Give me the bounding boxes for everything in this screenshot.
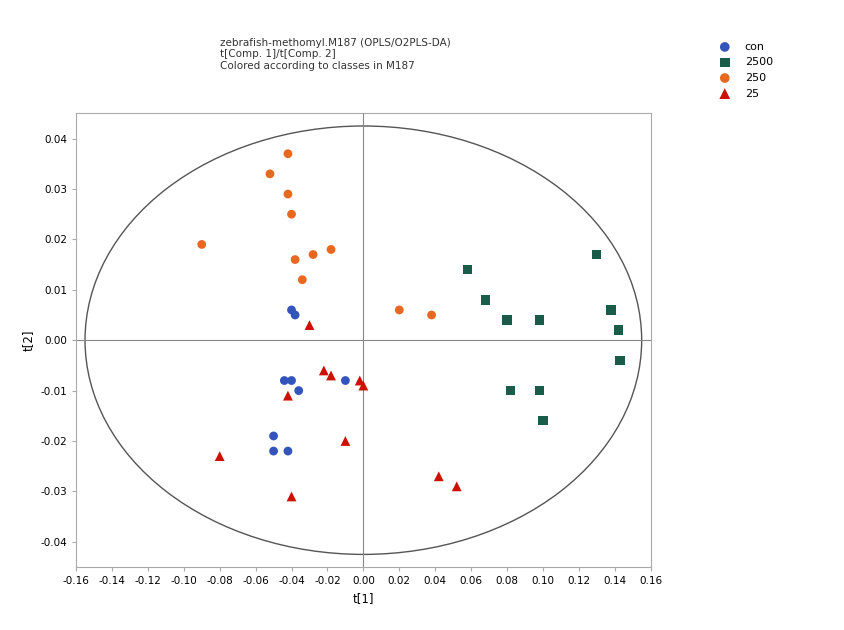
25 xyxy=(356,381,370,391)
X-axis label: t[1]: t[1] xyxy=(352,592,374,605)
250 xyxy=(284,209,298,219)
25 xyxy=(450,481,463,491)
con xyxy=(292,386,306,396)
con xyxy=(267,431,280,441)
25 xyxy=(281,391,295,401)
2500 xyxy=(613,355,626,365)
con xyxy=(284,305,298,315)
2500 xyxy=(532,315,545,325)
250 xyxy=(306,249,320,260)
250 xyxy=(288,255,301,265)
con xyxy=(278,375,291,386)
2500 xyxy=(503,386,517,396)
250 xyxy=(263,169,277,179)
25 xyxy=(431,471,445,481)
2500 xyxy=(611,325,625,335)
250 xyxy=(392,305,406,315)
250 xyxy=(281,189,295,199)
25 xyxy=(338,436,352,446)
con xyxy=(288,310,301,320)
2500 xyxy=(500,315,513,325)
con xyxy=(338,375,352,386)
25 xyxy=(302,320,316,330)
250 xyxy=(195,239,208,249)
con xyxy=(281,446,295,456)
Legend: con, 2500, 250, 25: con, 2500, 250, 25 xyxy=(713,42,772,98)
2500 xyxy=(479,295,492,305)
25 xyxy=(316,365,330,375)
250 xyxy=(425,310,438,320)
con xyxy=(267,446,280,456)
2500 xyxy=(536,416,549,426)
250 xyxy=(324,244,338,255)
Text: zebrafish-methomyl.M187 (OPLS/O2PLS-DA)
t[Comp. 1]/t[Comp. 2]
Colored according : zebrafish-methomyl.M187 (OPLS/O2PLS-DA) … xyxy=(219,38,450,71)
25 xyxy=(213,451,226,461)
250 xyxy=(295,275,309,285)
25 xyxy=(284,491,298,501)
Y-axis label: t[2]: t[2] xyxy=(22,329,35,351)
2500 xyxy=(603,305,617,315)
con xyxy=(284,375,298,386)
250 xyxy=(281,149,295,159)
25 xyxy=(353,375,366,386)
25 xyxy=(324,370,338,381)
2500 xyxy=(532,386,545,396)
2500 xyxy=(589,249,603,260)
2500 xyxy=(460,265,473,275)
